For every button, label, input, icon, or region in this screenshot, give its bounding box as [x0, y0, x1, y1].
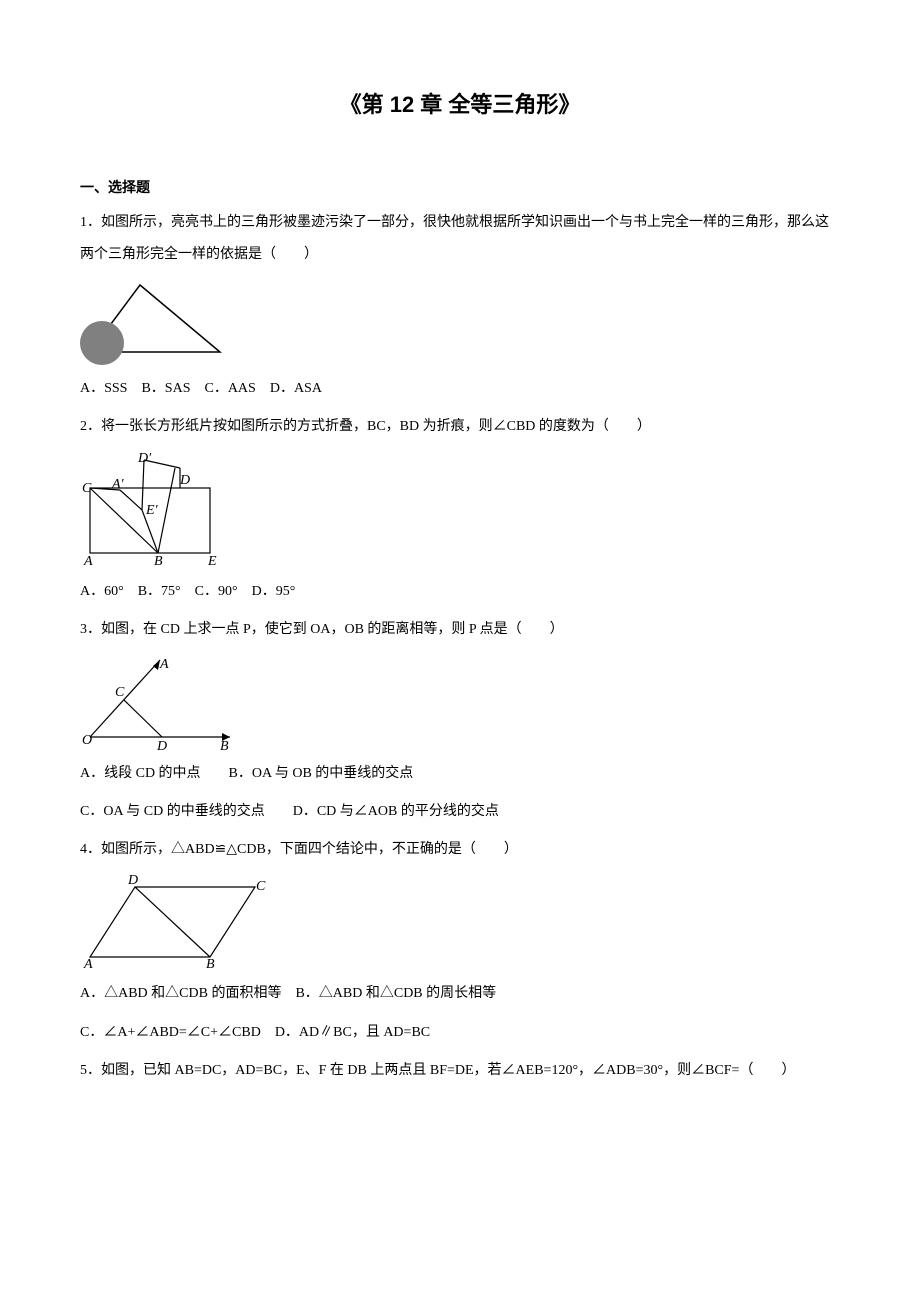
svg-text:E′: E′ [145, 503, 159, 518]
svg-text:O: O [82, 733, 92, 748]
svg-text:C: C [256, 879, 266, 894]
svg-text:E: E [207, 554, 217, 569]
section-header: 一、选择题 [80, 171, 840, 203]
question-4-option-a: A．△ABD 和△CDB 的面积相等 B．△ABD 和△CDB 的周长相等 [80, 978, 840, 1010]
question-1-options: A．SSS B．SAS C．AAS D．ASA [80, 373, 840, 405]
svg-text:A: A [159, 657, 169, 672]
question-3-option-c: C．OA 与 CD 的中垂线的交点 D．CD 与∠AOB 的平分线的交点 [80, 796, 840, 828]
svg-text:A: A [83, 554, 93, 569]
question-4-stem: 4．如图所示，△ABD≌△CDB，下面四个结论中，不正确的是（ ） [80, 834, 840, 866]
svg-text:D′: D′ [137, 451, 152, 466]
figure-q3: O A B C D [80, 652, 840, 752]
question-1-stem: 1．如图所示，亮亮书上的三角形被墨迹污染了一部分，很快他就根据所学知识画出一个与… [80, 207, 840, 271]
question-3-stem: 3．如图，在 CD 上求一点 P，使它到 OA，OB 的距离相等，则 P 点是（… [80, 614, 840, 646]
svg-text:B: B [154, 554, 163, 569]
question-2-stem: 2．将一张长方形纸片按如图所示的方式折叠，BC，BD 为折痕，则∠CBD 的度数… [80, 411, 840, 443]
svg-text:B: B [206, 957, 215, 972]
svg-text:C: C [82, 481, 92, 496]
svg-text:A: A [83, 957, 93, 972]
question-4-option-c: C．∠A+∠ABD=∠C+∠CBD D．AD∥BC，且 AD=BC [80, 1017, 840, 1049]
question-3-option-a: A．线段 CD 的中点 B．OA 与 OB 的中垂线的交点 [80, 758, 840, 790]
question-5-stem: 5．如图，已知 AB=DC，AD=BC，E、F 在 DB 上两点且 BF=DE，… [80, 1055, 840, 1087]
figure-q1 [80, 277, 840, 367]
svg-text:C: C [115, 685, 125, 700]
svg-text:B: B [220, 739, 229, 752]
question-2-options: A．60° B．75° C．90° D．95° [80, 576, 840, 608]
svg-text:D: D [179, 473, 190, 488]
svg-text:D: D [127, 873, 138, 888]
svg-text:D: D [156, 739, 167, 752]
figure-q4: A B C D [80, 872, 840, 972]
chapter-title: 《第 12 章 全等三角形》 [80, 80, 840, 131]
figure-q2: C A B E D D′ A′ E′ [80, 450, 840, 570]
svg-text:A′: A′ [111, 477, 125, 492]
